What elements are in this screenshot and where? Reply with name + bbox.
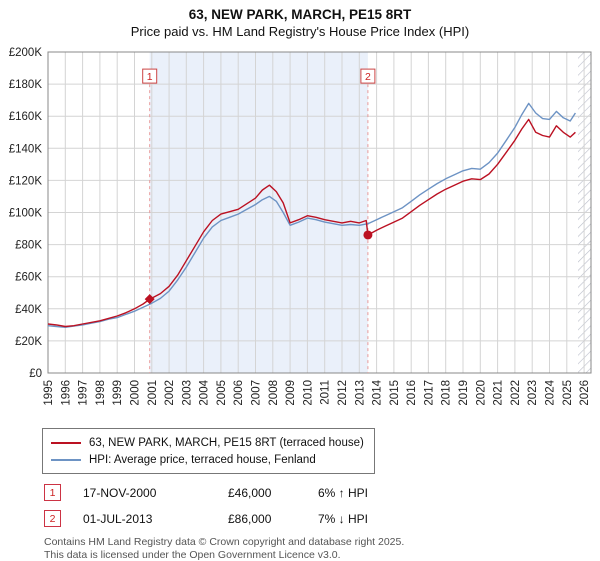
svg-text:£120K: £120K bbox=[9, 175, 43, 187]
blue-line-swatch bbox=[51, 459, 81, 461]
svg-text:2003: 2003 bbox=[181, 380, 193, 406]
svg-text:1999: 1999 bbox=[112, 380, 124, 406]
svg-text:2017: 2017 bbox=[423, 380, 435, 406]
red-line-swatch bbox=[51, 442, 81, 444]
svg-text:2019: 2019 bbox=[458, 380, 470, 406]
legend-label-property: 63, NEW PARK, MARCH, PE15 8RT (terraced … bbox=[89, 437, 364, 449]
svg-text:2014: 2014 bbox=[372, 379, 384, 405]
svg-text:2020: 2020 bbox=[475, 380, 487, 406]
sale-2-price: £86,000 bbox=[228, 512, 318, 526]
svg-text:£160K: £160K bbox=[9, 111, 43, 123]
svg-text:2001: 2001 bbox=[147, 380, 159, 406]
svg-text:£20K: £20K bbox=[15, 336, 42, 348]
sale-1-price: £46,000 bbox=[228, 486, 318, 500]
svg-text:2026: 2026 bbox=[579, 380, 591, 406]
svg-text:2008: 2008 bbox=[268, 380, 280, 406]
sale-1-hpi-delta: 6% ↑ HPI bbox=[318, 486, 438, 500]
sale-1-number-badge: 1 bbox=[44, 484, 61, 501]
footer: Contains HM Land Registry data © Crown c… bbox=[44, 536, 600, 561]
svg-text:2013: 2013 bbox=[354, 380, 366, 406]
svg-text:2004: 2004 bbox=[199, 379, 211, 405]
svg-text:1995: 1995 bbox=[43, 380, 55, 406]
svg-text:2000: 2000 bbox=[130, 380, 142, 406]
svg-text:1998: 1998 bbox=[95, 380, 107, 406]
sale-2-hpi-delta: 7% ↓ HPI bbox=[318, 512, 438, 526]
svg-text:£180K: £180K bbox=[9, 79, 43, 91]
svg-text:£40K: £40K bbox=[15, 304, 42, 316]
svg-text:2012: 2012 bbox=[337, 380, 349, 406]
svg-text:2025: 2025 bbox=[562, 380, 574, 406]
legend: 63, NEW PARK, MARCH, PE15 8RT (terraced … bbox=[42, 428, 375, 474]
legend-item-hpi: HPI: Average price, terraced house, Fenl… bbox=[51, 451, 364, 468]
svg-text:£80K: £80K bbox=[15, 240, 42, 252]
svg-text:2005: 2005 bbox=[216, 380, 228, 406]
chart-subtitle: Price paid vs. HM Land Registry's House … bbox=[0, 23, 600, 40]
sale-row-2: 2 01-JUL-2013 £86,000 7% ↓ HPI bbox=[44, 510, 600, 527]
sales-table: 1 17-NOV-2000 £46,000 6% ↑ HPI 2 01-JUL-… bbox=[44, 484, 600, 527]
legend-label-hpi: HPI: Average price, terraced house, Fenl… bbox=[89, 454, 316, 466]
svg-text:£60K: £60K bbox=[15, 272, 42, 284]
sale-1-date: 17-NOV-2000 bbox=[83, 486, 228, 500]
sale-2-date: 01-JUL-2013 bbox=[83, 512, 228, 526]
svg-text:2018: 2018 bbox=[441, 380, 453, 406]
footer-line-1: Contains HM Land Registry data © Crown c… bbox=[44, 536, 600, 549]
svg-text:£0: £0 bbox=[29, 368, 42, 380]
svg-text:2022: 2022 bbox=[510, 380, 522, 406]
sale-row-1: 1 17-NOV-2000 £46,000 6% ↑ HPI bbox=[44, 484, 600, 501]
svg-text:2006: 2006 bbox=[233, 380, 245, 406]
svg-text:2007: 2007 bbox=[251, 380, 263, 406]
svg-text:£140K: £140K bbox=[9, 143, 43, 155]
svg-text:2009: 2009 bbox=[285, 380, 297, 406]
svg-text:2024: 2024 bbox=[545, 379, 557, 405]
svg-text:1997: 1997 bbox=[78, 380, 90, 406]
svg-text:2023: 2023 bbox=[527, 380, 539, 406]
svg-text:2015: 2015 bbox=[389, 380, 401, 406]
price-chart: 1995 1996 1997 1998 1999 2000 2001 2002 2003 2004… bbox=[0, 42, 600, 426]
svg-text:1996: 1996 bbox=[60, 380, 72, 406]
svg-text:2002: 2002 bbox=[164, 380, 176, 406]
svg-text:2016: 2016 bbox=[406, 380, 418, 406]
svg-text:£200K: £200K bbox=[9, 47, 43, 59]
legend-item-property: 63, NEW PARK, MARCH, PE15 8RT (terraced … bbox=[51, 434, 364, 451]
svg-text:£100K: £100K bbox=[9, 208, 43, 220]
footer-line-2: This data is licensed under the Open Gov… bbox=[44, 549, 600, 561]
chart-title: 63, NEW PARK, MARCH, PE15 8RT bbox=[0, 0, 600, 23]
svg-text:2011: 2011 bbox=[320, 380, 332, 405]
svg-text:1: 1 bbox=[147, 71, 153, 83]
sale-2-number-badge: 2 bbox=[44, 510, 61, 527]
svg-text:2: 2 bbox=[365, 71, 371, 83]
svg-text:2010: 2010 bbox=[302, 380, 314, 406]
svg-text:2021: 2021 bbox=[493, 380, 505, 406]
